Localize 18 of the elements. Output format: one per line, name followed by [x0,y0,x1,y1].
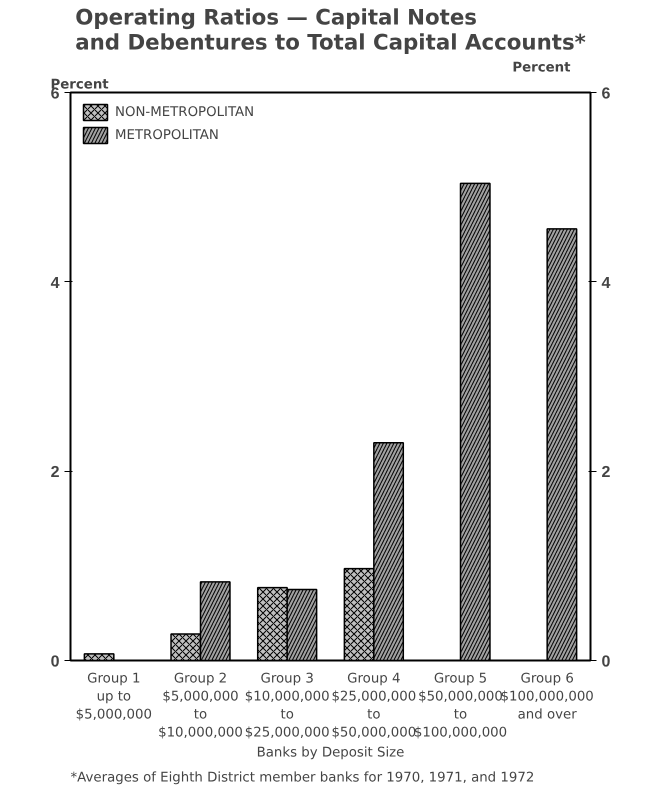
y-tick-label: 4 [50,274,60,292]
text: *Averages of Eighth District member banks for 1970, 1971, and 1972 [70,770,534,786]
legend-label: NON-METROPOLITAN [115,104,254,120]
x-tick-label: Group 4 $25,000,000 to $50,000,000 [331,672,416,740]
legend-label: METROPOLITAN [115,128,219,142]
y-tick-label: 2 [50,464,60,482]
y2-tick-label: 6 [602,86,610,102]
y2-tick-label: 2 [602,464,610,482]
y2-tick-label: 4 [602,274,610,292]
y2-axis-title: Percent [512,60,572,76]
x-axis-title: Banks by Deposit Size [256,746,404,760]
x-tick-label: Group 2 $5,000,000 to $10,000,000 [158,672,243,740]
x-tick-label: Group 1 up to $5,000,000 [76,672,152,722]
y-tick-label: 0 [50,654,60,670]
y2-tick-label: 0 [602,654,610,670]
chart-title: Operating Ratios — Capital Notes and Debentures to Total Capital Accounts* [75,6,586,56]
x-tick-label: Group 3 $10,000,000 to $25,000,000 [244,672,330,740]
x-tick-label: Group 6 $100,000,000 and over [500,672,594,722]
